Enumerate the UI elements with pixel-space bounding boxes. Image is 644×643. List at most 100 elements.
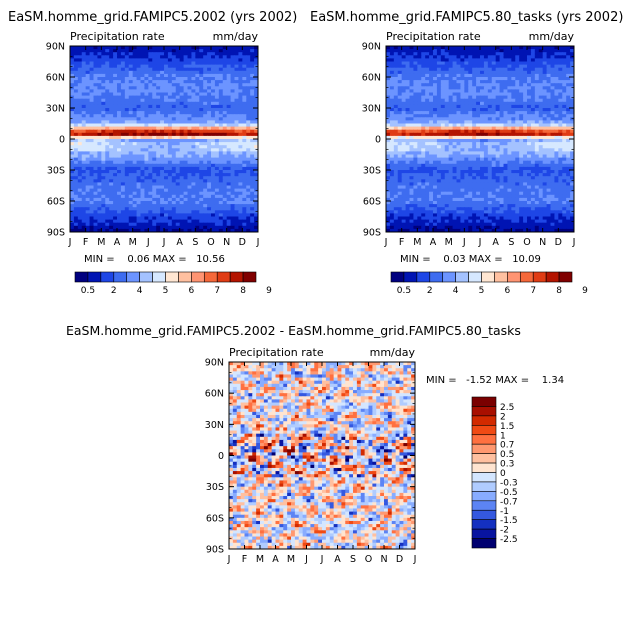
field-cell [152,139,157,143]
field-cell [203,80,208,84]
field-cell [433,166,438,171]
field-cell [389,132,395,137]
field-cell [187,176,193,180]
field-cell [523,104,528,109]
field-cell [456,132,462,137]
field-cell [222,126,228,131]
field-cell [211,80,216,84]
field-cell [558,101,563,106]
field-cell [105,120,110,125]
field-cell [167,120,173,125]
field-cell [171,188,177,193]
field-cell [203,207,208,211]
field-cell [93,163,99,168]
field-cell [234,83,240,87]
field-cell [511,64,516,69]
field-cell [530,120,536,125]
field-cell [85,228,91,232]
field-cell [73,179,79,183]
field-cell [160,111,165,115]
field-cell [101,67,106,72]
field-cell [222,207,228,211]
field-cell [460,151,465,156]
field-cell [171,173,177,177]
field-cell [507,80,512,84]
field-cell [238,191,243,196]
field-cell [433,73,438,78]
field-cell [144,216,149,221]
field-cell [519,104,524,109]
field-cell [183,157,189,162]
field-cell [109,216,114,221]
colorbar-box [126,271,140,283]
field-cell [246,210,251,214]
field-cell [554,148,559,152]
field-cell [148,216,153,221]
field-cell [175,225,181,230]
field-cell [140,49,146,53]
field-cell [101,117,106,121]
colorbar-box [152,271,166,283]
field-cell [191,170,196,174]
field-cell [230,142,236,146]
field-cell [246,58,251,63]
field-cell [503,46,509,50]
field-cell [211,173,216,177]
field-cell [164,188,169,193]
field-cell [511,126,516,131]
colorbar-label: 4 [137,286,143,296]
field-cell [558,160,563,165]
field-cell [464,160,469,165]
field-cell [85,142,91,146]
field-cell [476,73,481,78]
field-cell [417,151,422,156]
field-cell [468,95,473,100]
field-cell [499,157,505,162]
variable-label: Precipitation rate [386,30,481,43]
field-cell [222,166,228,171]
field-cell [152,129,157,134]
field-cell [199,139,204,143]
field-cell [460,145,465,149]
field-cell [128,52,134,56]
field-cell [148,204,153,208]
field-cell [444,154,450,159]
field-cell [113,204,118,208]
field-cell [409,104,415,109]
field-cell [113,210,118,214]
field-cell [499,154,505,159]
field-cell [468,92,473,97]
field-cell [171,160,177,165]
field-cell [393,98,399,103]
field-cell [85,101,91,106]
field-cell [550,135,556,140]
field-cell [546,170,552,174]
field-cell [491,46,497,50]
field-cell [124,67,130,72]
field-cell [124,89,130,94]
field-cell [105,52,110,56]
field-cell [148,104,153,109]
field-cell [499,52,505,56]
field-cell [389,126,395,131]
field-cell [413,126,418,131]
field-cell [109,201,114,205]
field-cell [226,139,232,143]
field-cell [124,160,130,165]
field-cell [207,201,212,205]
field-cell [203,111,208,115]
field-cell [226,216,232,221]
field-cell [250,204,255,208]
field-cell [81,117,87,121]
field-cell [171,139,177,143]
field-cell [254,160,258,165]
field-cell [195,70,200,75]
field-cell [460,120,465,125]
field-cell [511,160,516,165]
field-cell [523,77,528,81]
field-cell [164,207,169,211]
field-cell [250,117,255,121]
field-cell [389,77,395,81]
field-cell [117,194,122,199]
field-cell [503,170,509,174]
